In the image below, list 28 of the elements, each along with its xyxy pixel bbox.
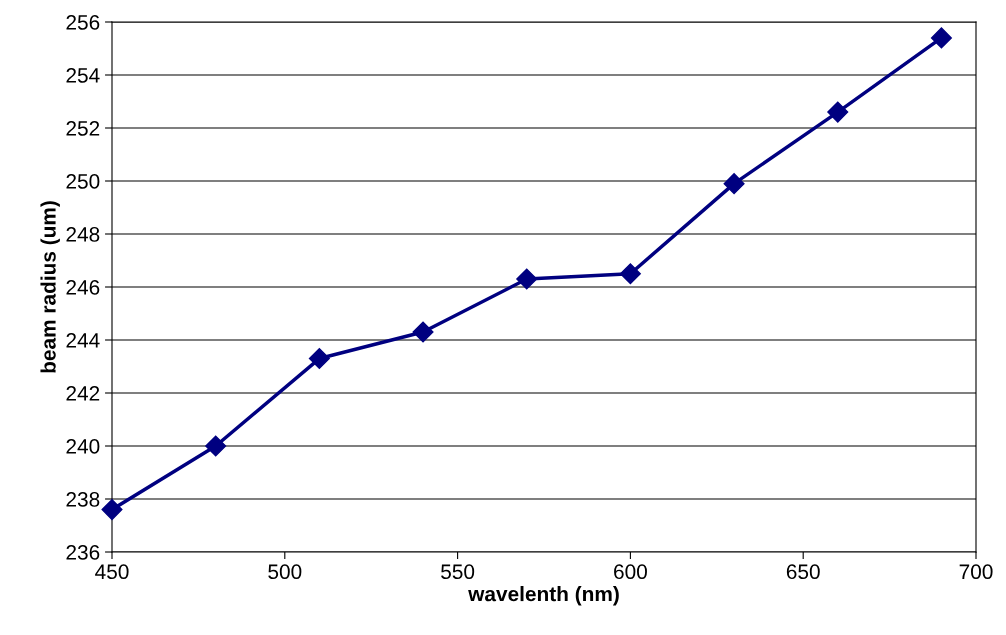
x-tick-label: 650 [786, 564, 820, 580]
y-tick-label: 236 [66, 545, 100, 560]
y-tick-label: 248 [66, 227, 100, 242]
y-tick-label: 254 [66, 68, 100, 83]
y-axis-title: beam radius (um) [40, 201, 60, 373]
y-tick-label: 242 [66, 386, 100, 401]
point [205, 435, 227, 457]
y-tick-label: 246 [66, 280, 100, 295]
x-tick-label: 600 [614, 564, 647, 580]
point [930, 27, 952, 49]
point [619, 263, 641, 285]
y-tick-label: 244 [66, 333, 100, 348]
y-tick-label: 240 [66, 439, 100, 454]
x-tick-label: 700 [959, 564, 993, 580]
y-tick-label: 256 [66, 15, 100, 30]
point [516, 268, 538, 290]
x-tick-label: 550 [441, 564, 475, 580]
point [308, 348, 330, 370]
y-tick-label: 250 [66, 174, 100, 189]
y-tick-label: 252 [66, 121, 100, 136]
x-tick-label: 450 [95, 564, 129, 580]
x-tick-label: 500 [268, 564, 302, 580]
x-axis-title: wavelenth (nm) [468, 586, 619, 606]
point [101, 499, 123, 521]
point [827, 101, 849, 123]
y-tick-label: 238 [66, 492, 100, 507]
point [412, 321, 434, 343]
point [723, 173, 745, 195]
